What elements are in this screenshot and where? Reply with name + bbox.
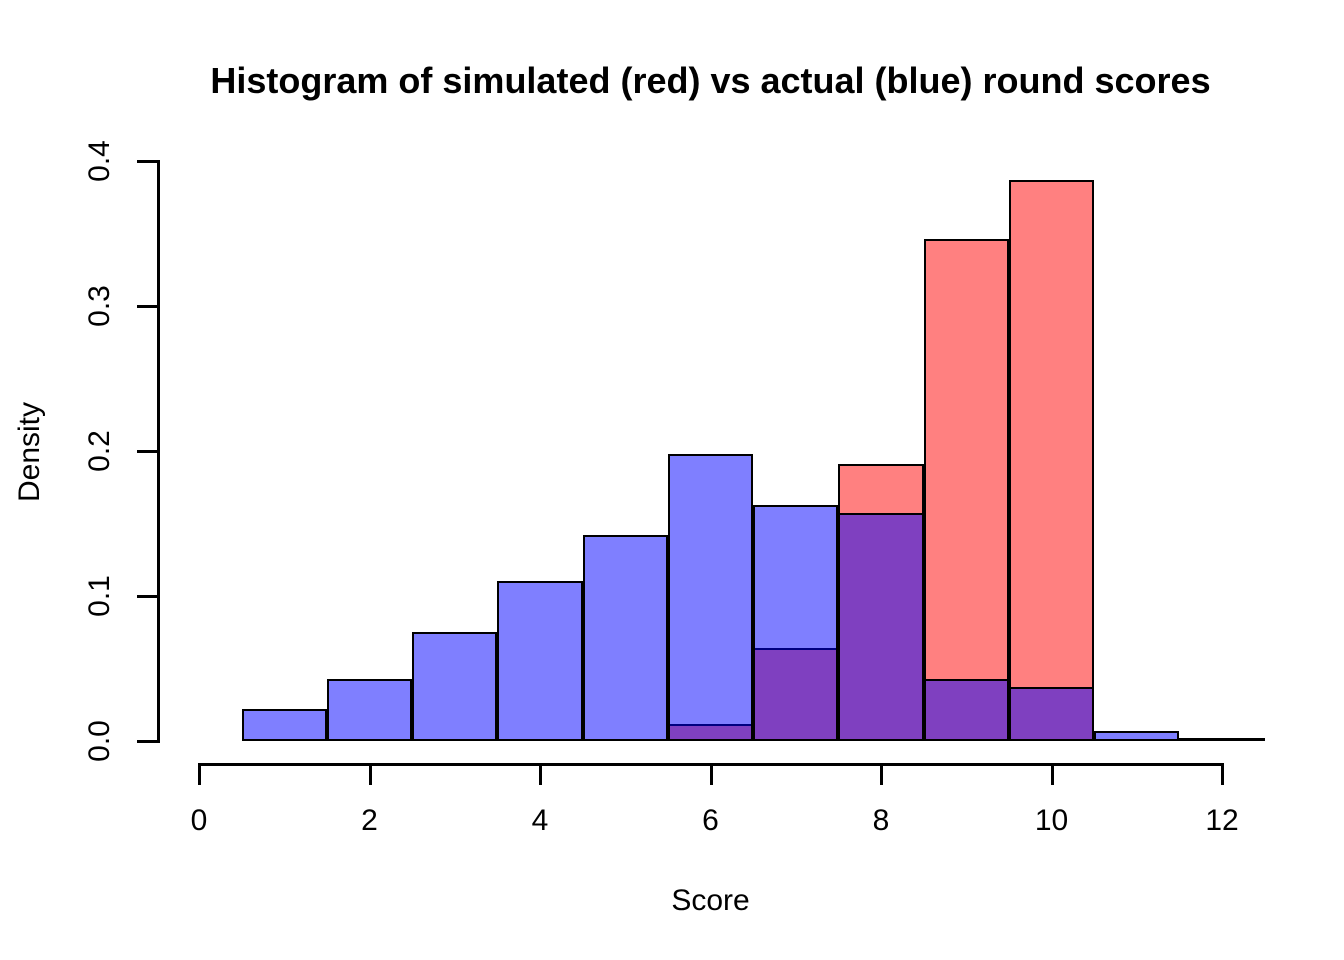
x-tick-label-10: 10 <box>1034 804 1069 837</box>
y-axis-line <box>157 160 160 743</box>
x-tick-8 <box>880 763 883 785</box>
x-tick-10 <box>1050 763 1054 785</box>
bar-actual-10.5-11.5 <box>1094 731 1180 741</box>
y-tick-label-0.1: 0.1 <box>83 575 116 617</box>
y-tick-0.2 <box>137 450 157 453</box>
x-tick-label-6: 6 <box>702 804 719 837</box>
x-tick-4 <box>539 763 542 785</box>
bar-actual-3.5-4.5 <box>497 581 583 741</box>
bar-actual-7.5-8.5 <box>838 513 924 741</box>
bar-actual-11.5-12.5 <box>1179 738 1265 741</box>
x-tick-label-12: 12 <box>1205 804 1239 837</box>
y-tick-0.3 <box>137 305 157 308</box>
y-tick-0.1 <box>137 595 157 598</box>
x-tick-2 <box>368 763 372 785</box>
x-axis-title: Score <box>671 884 750 917</box>
y-tick-0.4 <box>137 160 157 163</box>
bar-actual-6.5-7.5 <box>753 505 839 741</box>
x-tick-label-8: 8 <box>872 804 890 837</box>
y-axis-title: Density <box>13 401 46 503</box>
bar-actual-2.5-3.5 <box>412 632 498 741</box>
y-tick-label-0.0: 0.0 <box>83 720 116 762</box>
bar-actual-5.5-6.5 <box>667 454 754 741</box>
bar-simulated-8.5-9.5 <box>923 239 1009 741</box>
bar-actual-0.5-1.5 <box>241 709 327 741</box>
y-tick-label-0.3: 0.3 <box>83 285 116 327</box>
bar-simulated-9.5-10.5 <box>1008 180 1095 741</box>
x-tick-label-2: 2 <box>361 804 378 837</box>
y-tick-label-0.2: 0.2 <box>83 430 116 472</box>
x-tick-0 <box>198 763 201 785</box>
bar-actual-8.5-9.5 <box>923 679 1009 741</box>
bar-actual-1.5-2.5 <box>326 679 413 741</box>
x-tick-label-4: 4 <box>531 804 549 837</box>
x-tick-label-0: 0 <box>190 804 208 837</box>
x-tick-12 <box>1221 763 1224 785</box>
x-tick-6 <box>709 763 713 785</box>
bar-actual-4.5-5.5 <box>582 535 668 741</box>
bar-actual-9.5-10.5 <box>1008 687 1095 741</box>
chart-title: Histogram of simulated (red) vs actual (… <box>210 60 1211 101</box>
y-tick-label-0.4: 0.4 <box>83 140 116 182</box>
y-tick-0.0 <box>137 740 157 743</box>
